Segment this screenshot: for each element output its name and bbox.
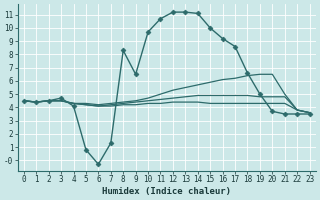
X-axis label: Humidex (Indice chaleur): Humidex (Indice chaleur): [102, 187, 231, 196]
